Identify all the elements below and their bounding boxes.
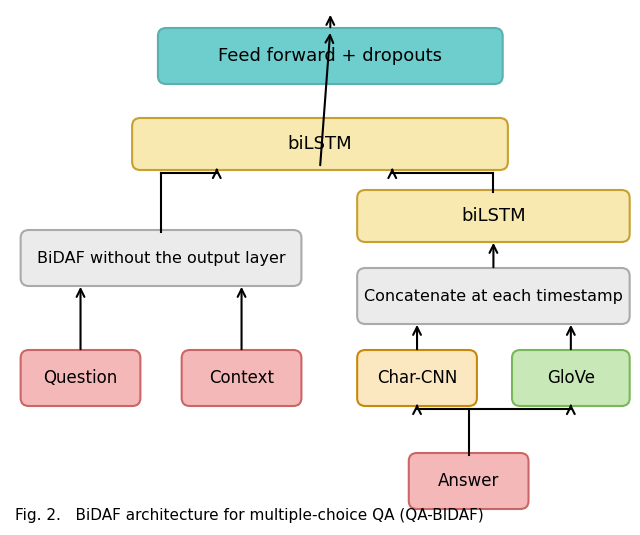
Text: Answer: Answer (438, 472, 499, 490)
Text: Char-CNN: Char-CNN (377, 369, 457, 387)
Text: Context: Context (209, 369, 274, 387)
Text: Feed forward + dropouts: Feed forward + dropouts (218, 47, 442, 65)
Text: biLSTM: biLSTM (461, 207, 525, 225)
Text: Concatenate at each timestamp: Concatenate at each timestamp (364, 288, 623, 303)
FancyBboxPatch shape (357, 350, 477, 406)
Text: BiDAF without the output layer: BiDAF without the output layer (36, 250, 285, 265)
FancyBboxPatch shape (20, 230, 301, 286)
Text: GloVe: GloVe (547, 369, 595, 387)
FancyBboxPatch shape (132, 118, 508, 170)
FancyBboxPatch shape (357, 268, 630, 324)
Text: Fig. 2.   BiDAF architecture for multiple-choice QA (QA-BIDAF): Fig. 2. BiDAF architecture for multiple-… (15, 508, 484, 523)
FancyBboxPatch shape (409, 453, 529, 509)
FancyBboxPatch shape (182, 350, 301, 406)
FancyBboxPatch shape (20, 350, 140, 406)
Text: Question: Question (44, 369, 118, 387)
FancyBboxPatch shape (357, 190, 630, 242)
Text: biLSTM: biLSTM (288, 135, 352, 153)
FancyBboxPatch shape (512, 350, 630, 406)
FancyBboxPatch shape (158, 28, 502, 84)
